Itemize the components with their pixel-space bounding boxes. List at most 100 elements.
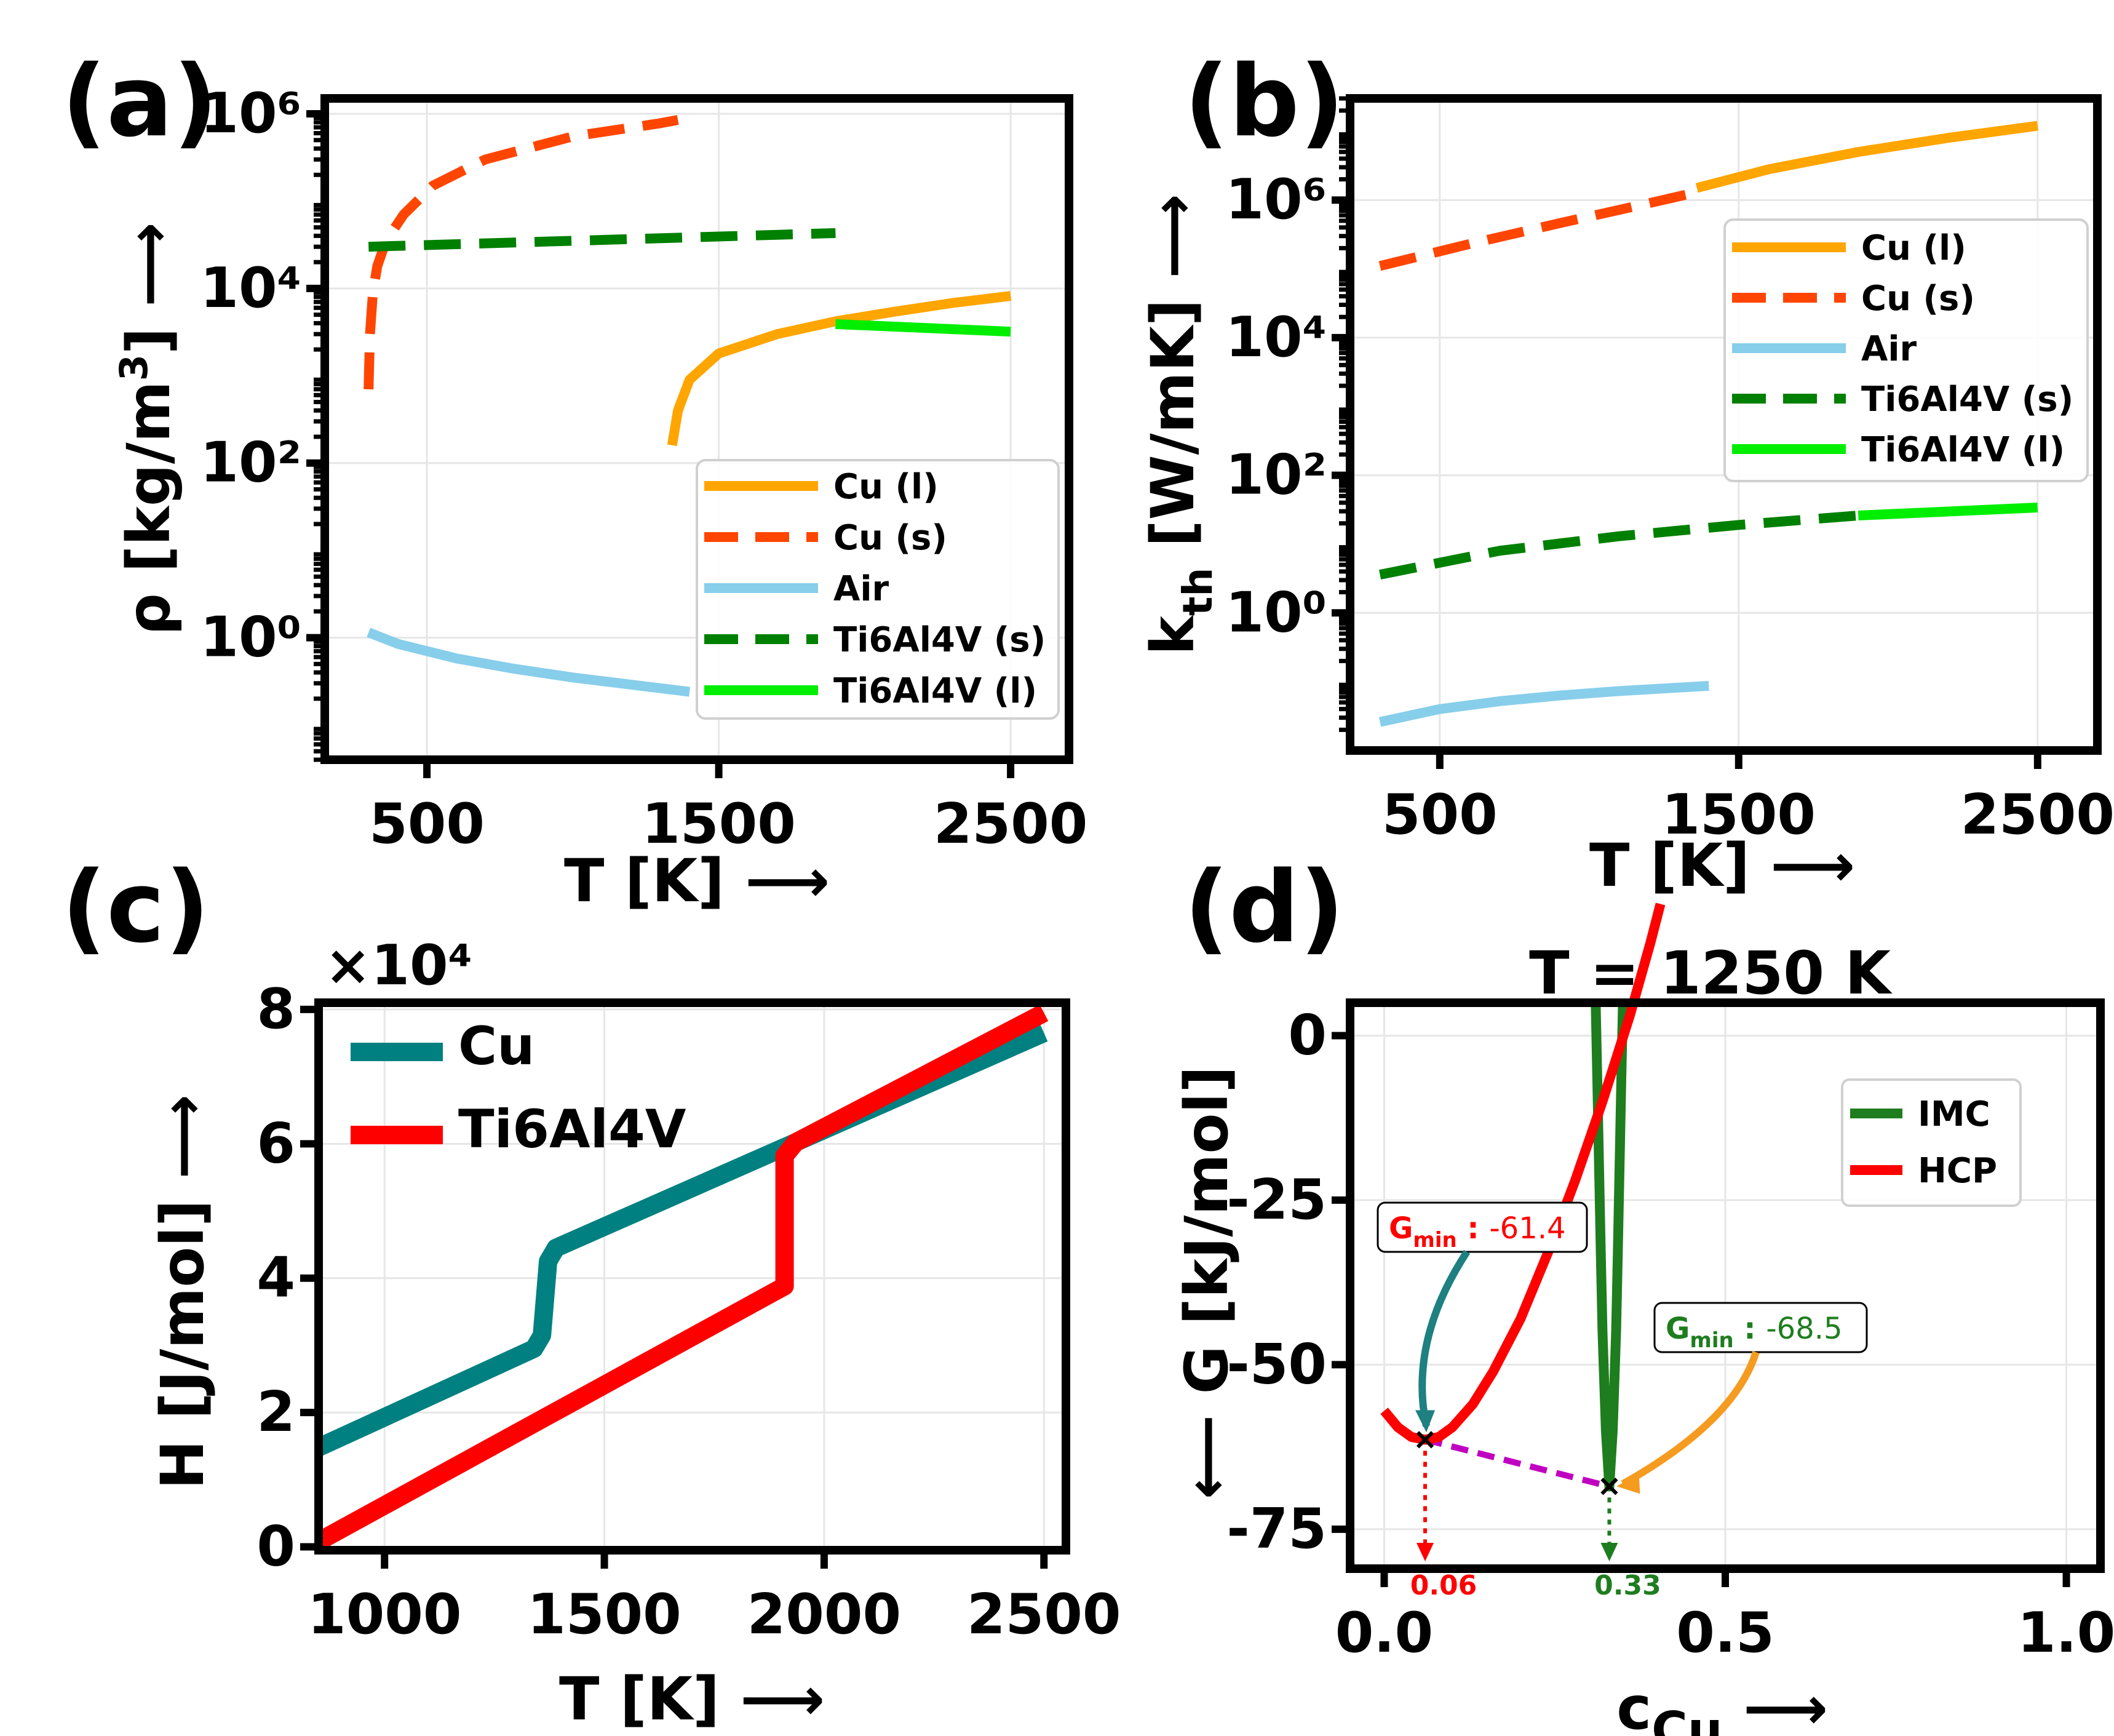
- series-line-cu-s: [364, 115, 679, 390]
- gmin-annotation-label: Gmin : -61.4: [1389, 1211, 1566, 1252]
- gmin-arrowhead: [1616, 1473, 1640, 1494]
- panel-b-ylabel: kth [W/mK] ⟶: [1138, 194, 1222, 655]
- y-tick-label: 0: [1288, 1003, 1327, 1067]
- minimum-x-label: 0.33: [1594, 1570, 1661, 1601]
- legend-label: Cu (s): [833, 518, 947, 558]
- panel-c-ylabel: H [J/mol] ⟶: [148, 1094, 217, 1489]
- gmin-arrowhead: [1415, 1410, 1435, 1433]
- series-line-air: [367, 627, 691, 697]
- x-tick-label: 2500: [934, 792, 1088, 856]
- panel-b-legend: Cu (l) Cu (s) Air Ti6Al4V (s) Ti6Al4V (l): [1723, 218, 2089, 482]
- panel-b-plot-frame: [1346, 94, 2102, 755]
- x-tick-label: 1500: [642, 792, 796, 856]
- panel-c-legend: Cu Ti6Al4V: [351, 1016, 686, 1160]
- gmin-annotation-box: [1377, 1201, 1588, 1253]
- panel-a-plot-frame: [320, 94, 1073, 764]
- series-line-ti6al4v-l: [1858, 503, 2038, 520]
- gmin-value: -68.5: [1766, 1312, 1842, 1346]
- panel-label-b: (b): [1184, 44, 1345, 159]
- y-tick-label: 4: [256, 1246, 295, 1310]
- y-tick-label: -50: [1226, 1332, 1327, 1396]
- legend-label: Ti6Al4V (l): [1861, 430, 2065, 470]
- series-line-cu: [314, 1024, 1048, 1456]
- y-tick-label: 10⁶: [1225, 167, 1327, 232]
- panel-d-ylabel: ⟵ G [kJ/mol]: [1172, 1066, 1241, 1500]
- legend-label: HCP: [1918, 1151, 1997, 1191]
- gmin-arrow: [1621, 1351, 1760, 1487]
- panel-a-legend: Cu (l) Cu (s) Air Ti6Al4V (s) Ti6Al4V (l): [696, 459, 1060, 720]
- y-tick-label: 10²: [1225, 443, 1327, 508]
- legend-label: Ti6Al4V (l): [833, 671, 1037, 711]
- x-tick-label: 500: [369, 792, 485, 856]
- legend-label: Air: [1861, 329, 1917, 369]
- panel-d-title: T = 1250 K: [1529, 939, 1893, 1008]
- legend-label: Ti6Al4V (s): [1861, 380, 2073, 420]
- panel-a-legend-box: [696, 459, 1060, 720]
- series-line-hcp: [1380, 902, 1666, 1445]
- panel-label-c: (c): [62, 850, 210, 965]
- minimum-x-label: 0.06: [1410, 1570, 1477, 1601]
- panel-b-chart: 500 1500 2500 10⁰ 10² 10⁴ 10⁶ T [K] ⟶ kth [W/m…: [1138, 94, 2114, 900]
- legend-label: Cu (l): [1861, 228, 1966, 268]
- drop-arrowhead: [1600, 1543, 1618, 1561]
- y-tick-label: 10⁰: [200, 605, 301, 670]
- y-tick-label: 10⁴: [1225, 305, 1327, 370]
- panel-c-offset-label: ×10⁴: [325, 933, 472, 998]
- x-tick-label: 1500: [527, 1582, 681, 1647]
- x-tick-label: 2500: [1961, 782, 2114, 847]
- y-tick-label: 2: [256, 1380, 295, 1444]
- panel-c-xlabel: T [K] ⟶: [559, 1665, 825, 1734]
- y-tick-label: 0: [256, 1515, 295, 1579]
- series-line-cu-l: [667, 291, 1012, 447]
- legend-label: Ti6Al4V (s): [833, 620, 1046, 660]
- y-tick-label: 10²: [200, 431, 301, 495]
- series-line-ti6al4v-s: [368, 228, 836, 252]
- y-tick-label: 10⁰: [1225, 580, 1327, 645]
- panel-a-ylabel: ρ [kg/m3] ⟶: [111, 222, 183, 635]
- legend-label: Cu: [458, 1016, 534, 1077]
- panel-d-xlabel: cCu ⟶: [1616, 1674, 1828, 1736]
- gmin-subscript: min: [1690, 1328, 1733, 1353]
- series-line-cu-s: [1378, 187, 1698, 271]
- panel-c-chart: 1000 1500 2000 2500 0 2 4 6 8 ×10⁴ T [K] ⟶ H [J/…: [148, 933, 1121, 1734]
- panel-d-legend: IMC HCP: [1841, 1078, 2022, 1207]
- legend-label: Ti6Al4V: [458, 1099, 686, 1160]
- y-tick-label: 10⁶: [200, 81, 301, 146]
- gmin-arrow: [1418, 1249, 1471, 1427]
- x-tick-label: 0.5: [1676, 1601, 1774, 1665]
- panel-b-xlabel: T [K] ⟶: [1589, 831, 1855, 900]
- series-line-cu-l: [1695, 121, 2038, 193]
- panel-b-legend-box: [1723, 218, 2089, 482]
- y-tick-label: 10⁴: [200, 256, 301, 321]
- x-tick-label: 1.0: [2017, 1601, 2114, 1665]
- panel-label-a: (a): [62, 44, 218, 159]
- x-tick-label: 1500: [1662, 782, 1816, 847]
- x-tick-label: 2500: [967, 1582, 1121, 1647]
- gmin-subscript: min: [1413, 1228, 1456, 1252]
- minimum-marker: [1416, 1431, 1434, 1449]
- legend-label: Cu (s): [1861, 279, 1975, 319]
- y-tick-label: -75: [1226, 1497, 1327, 1561]
- y-tick-label: 8: [256, 977, 295, 1041]
- series-line-ti6al4v-s: [1379, 511, 1859, 579]
- series-line-ti6al4v: [314, 1005, 1049, 1550]
- common-tangent-line: [1424, 1436, 1610, 1490]
- series-line-air: [1378, 680, 1709, 727]
- gmin-annotation-box: [1653, 1302, 1868, 1353]
- series-line-ti6al4v-l: [835, 319, 1011, 337]
- x-tick-label: 1000: [308, 1582, 462, 1647]
- panel-c-plot-frame: [314, 998, 1070, 1555]
- gmin-colon: :: [1457, 1211, 1490, 1246]
- minimum-marker: [1600, 1478, 1618, 1495]
- panel-a-chart: 500 1500 2500 10⁰ 10² 10⁴ 10⁶ T [K] ⟶ ρ [kg/m3…: [111, 81, 1087, 915]
- panel-label-d: (d): [1184, 850, 1345, 965]
- legend-label: IMC: [1918, 1094, 1990, 1134]
- gmin-value: -61.4: [1489, 1211, 1565, 1246]
- x-tick-label: 0.0: [1335, 1601, 1433, 1665]
- legend-label: Cu (l): [833, 467, 939, 507]
- panel-d-chart: 0.0 0.5 1.0 0 -25 -50 -75 T = 1250 K cCu ⟶ ⟵ G…: [1172, 902, 2114, 1736]
- panel-a-xlabel: T [K] ⟶: [564, 846, 830, 915]
- drop-arrowhead: [1417, 1543, 1434, 1561]
- legend-label: Air: [833, 569, 889, 609]
